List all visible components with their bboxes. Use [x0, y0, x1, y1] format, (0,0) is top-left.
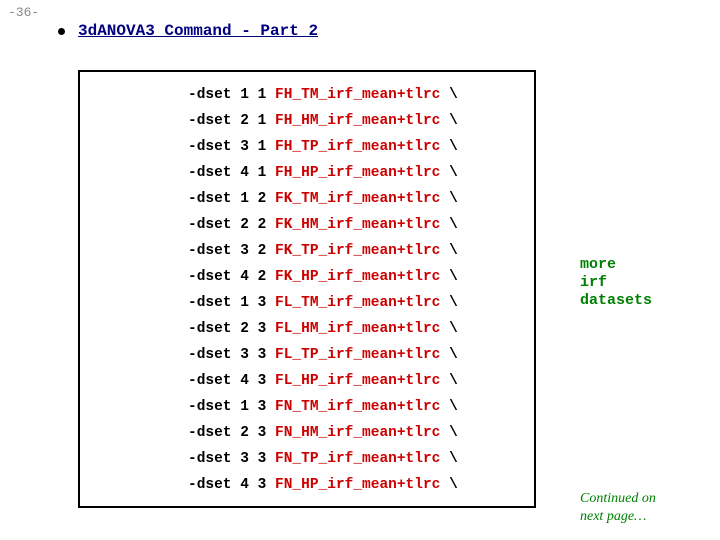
code-line: -dset 1 1 FH_TM_irf_mean+tlrc \: [80, 82, 534, 108]
annotation-continued: Continued on next page…: [580, 490, 656, 526]
code-line: -dset 4 3 FL_HP_irf_mean+tlrc \: [80, 368, 534, 394]
annotation-more-irf: more irf datasets: [580, 256, 652, 310]
code-line: -dset 2 3 FN_HM_irf_mean+tlrc \: [80, 420, 534, 446]
code-line: -dset 3 3 FL_TP_irf_mean+tlrc \: [80, 342, 534, 368]
code-line: -dset 4 3 FN_HP_irf_mean+tlrc \: [80, 472, 534, 498]
code-line: -dset 3 2 FK_TP_irf_mean+tlrc \: [80, 238, 534, 264]
bullet-icon: [58, 28, 65, 35]
code-line: -dset 4 1 FH_HP_irf_mean+tlrc \: [80, 160, 534, 186]
code-line: -dset 2 2 FK_HM_irf_mean+tlrc \: [80, 212, 534, 238]
code-line: -dset 1 3 FN_TM_irf_mean+tlrc \: [80, 394, 534, 420]
section-title: 3dANOVA3 Command - Part 2: [78, 22, 318, 40]
code-line: -dset 2 3 FL_HM_irf_mean+tlrc \: [80, 316, 534, 342]
code-line: -dset 3 1 FH_TP_irf_mean+tlrc \: [80, 134, 534, 160]
code-line: -dset 1 3 FL_TM_irf_mean+tlrc \: [80, 290, 534, 316]
code-line: -dset 1 2 FK_TM_irf_mean+tlrc \: [80, 186, 534, 212]
code-box: -dset 1 1 FH_TM_irf_mean+tlrc \-dset 2 1…: [78, 70, 536, 508]
page-number: -36-: [8, 5, 39, 20]
code-line: -dset 2 1 FH_HM_irf_mean+tlrc \: [80, 108, 534, 134]
code-line: -dset 4 2 FK_HP_irf_mean+tlrc \: [80, 264, 534, 290]
code-line: -dset 3 3 FN_TP_irf_mean+tlrc \: [80, 446, 534, 472]
